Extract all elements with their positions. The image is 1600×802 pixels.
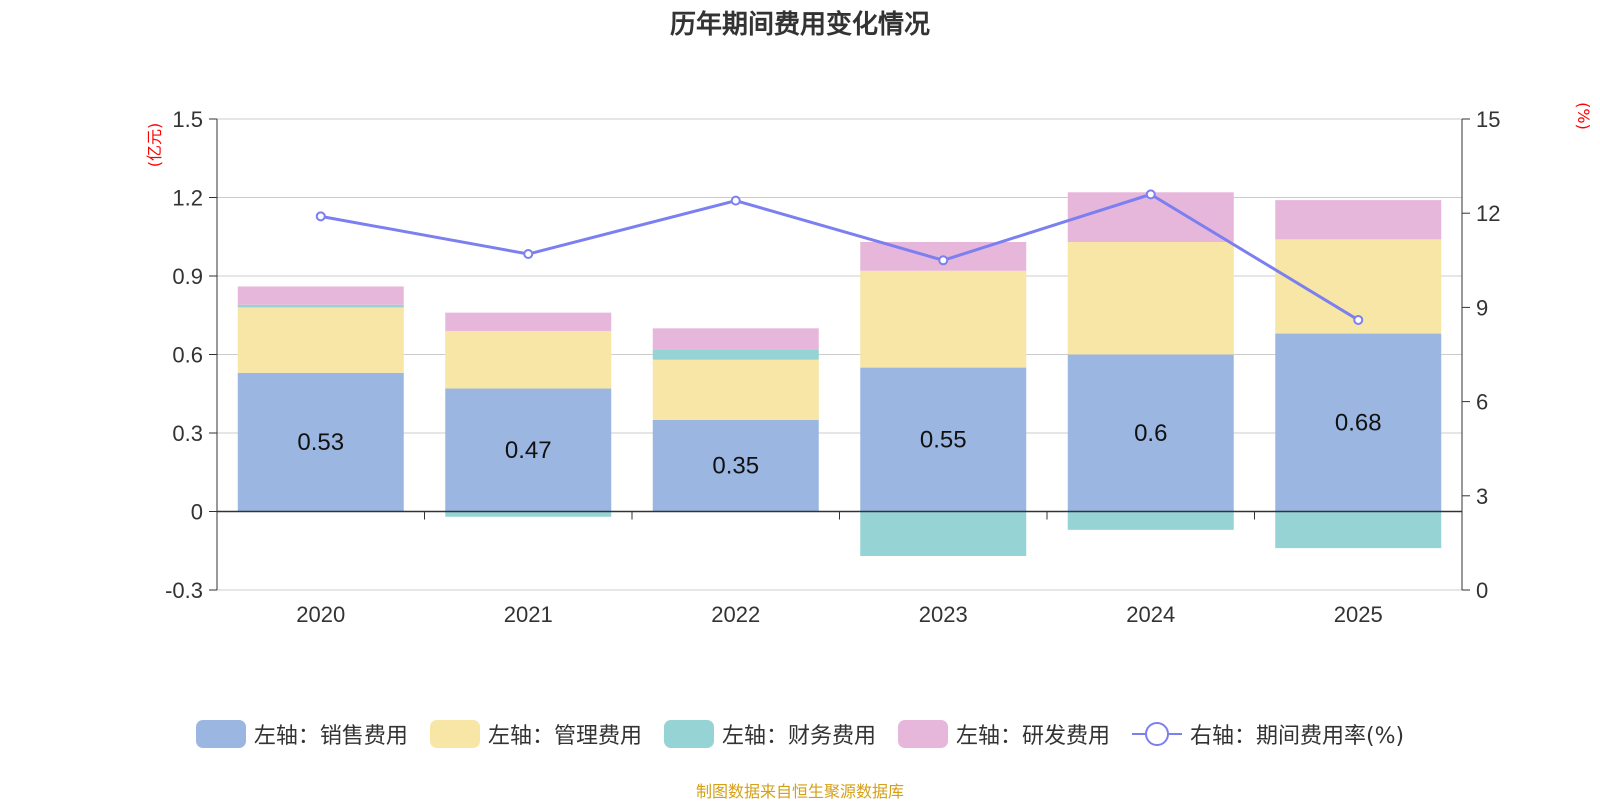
legend-label-finance: 左轴：财务费用 — [721, 724, 876, 749]
right-tick-label: 6 — [1476, 390, 1488, 415]
rate-point-2020 — [315, 211, 326, 222]
data-labels: 0.53 0.47 0.35 0.55 0.6 0.68 — [297, 410, 1381, 480]
bar-rd-2025 — [1275, 200, 1442, 240]
left-axis-unit: (亿元) — [145, 123, 164, 168]
bar-sales-2020 — [237, 372, 404, 512]
legend: 左轴：销售费用 左轴：管理费用 左轴：财务费用 左轴：研发费用 右轴：期间费用率… — [0, 718, 1600, 750]
bar-finance-2022 — [652, 349, 819, 360]
legend-item-rd[interactable]: 左轴：研发费用 — [897, 718, 1110, 750]
right-tick-label: 15 — [1476, 107, 1500, 132]
legend-label-sales: 左轴：销售费用 — [253, 724, 408, 749]
left-tick-label: 0 — [191, 500, 203, 525]
x-tick-label: 2024 — [1126, 602, 1175, 627]
bar-admin-2020 — [237, 307, 404, 373]
axes: -0.3 0 0.3 0.6 0.9 1.2 1.5 0 3 6 9 12 15 2020 2021 2022… — [145, 102, 1593, 627]
bar-admin-2024 — [1067, 241, 1234, 355]
left-tick-label: 0.3 — [172, 421, 203, 446]
rate-point-2025 — [1353, 314, 1364, 325]
source-note: 制图数据来自恒生聚源数据库 — [695, 782, 904, 801]
legend-label-admin: 左轴：管理费用 — [487, 724, 642, 749]
bar-finance-2024 — [1067, 511, 1234, 530]
rate-point-2023 — [938, 255, 949, 266]
x-tick-label: 2021 — [504, 602, 553, 627]
bar-sales-2023 — [860, 367, 1027, 512]
legend-swatch-admin — [429, 720, 480, 748]
bar-admin-2021 — [445, 330, 612, 389]
left-tick-label: 1.5 — [172, 107, 203, 132]
legend-swatch-finance — [663, 720, 714, 748]
left-tick-label: 1.2 — [172, 186, 203, 211]
x-tick-label: 2022 — [711, 602, 760, 627]
data-label-sales-2021: 0.47 — [505, 437, 552, 464]
bar-sales-2025 — [1275, 333, 1442, 512]
data-label-sales-2023: 0.55 — [920, 427, 967, 454]
right-tick-label: 3 — [1476, 484, 1488, 509]
data-label-sales-2020: 0.53 — [297, 429, 344, 456]
legend-swatch-rate — [1131, 720, 1182, 748]
legend-item-finance[interactable]: 左轴：财务费用 — [663, 718, 876, 750]
right-tick-label: 12 — [1476, 201, 1500, 226]
legend-item-rate[interactable]: 右轴：期间费用率(%) — [1131, 718, 1405, 750]
bar-sales-2022 — [652, 419, 819, 512]
left-tick-label: 0.6 — [172, 343, 203, 368]
bar-finance-2020 — [237, 304, 404, 308]
left-tick-label: 0.9 — [172, 264, 203, 289]
rate-line-path — [320, 192, 1360, 322]
bar-sales-2024 — [1067, 354, 1234, 512]
bar-rd-2020 — [237, 286, 404, 305]
bar-sales-2021 — [445, 388, 612, 512]
x-tick-label: 2020 — [296, 602, 345, 627]
rate-point-2024 — [1145, 189, 1156, 200]
bar-finance-2023 — [860, 511, 1027, 556]
bars — [237, 192, 1442, 556]
rate-point-2022 — [730, 195, 741, 206]
rate-point-2021 — [523, 249, 534, 260]
legend-item-admin[interactable]: 左轴：管理费用 — [429, 718, 642, 750]
data-label-sales-2022: 0.35 — [712, 453, 759, 480]
chart-canvas: -0.3 0 0.3 0.6 0.9 1.2 1.5 0 3 6 9 12 15 2020 2021 2022… — [145, 102, 1593, 627]
x-tick-label: 2025 — [1334, 602, 1383, 627]
x-tick-label: 2023 — [919, 602, 968, 627]
legend-label-rd: 左轴：研发费用 — [955, 724, 1110, 749]
chart-title: 历年期间费用变化情况 — [669, 10, 930, 40]
bar-admin-2022 — [652, 359, 819, 420]
bar-rd-2021 — [445, 312, 612, 331]
legend-item-sales[interactable]: 左轴：销售费用 — [195, 718, 408, 750]
rate-line — [315, 189, 1364, 325]
right-tick-label: 0 — [1476, 578, 1488, 603]
bar-finance-2025 — [1275, 511, 1442, 549]
right-tick-label: 9 — [1476, 295, 1488, 320]
data-label-sales-2024: 0.6 — [1134, 420, 1167, 447]
bar-rd-2022 — [652, 328, 819, 350]
bar-rd-2024 — [1067, 192, 1234, 242]
right-axis-unit: (%) — [1574, 102, 1593, 130]
legend-swatch-rd — [897, 720, 948, 748]
left-tick-label: -0.3 — [165, 578, 203, 603]
bar-finance-2021 — [445, 511, 612, 517]
legend-label-rate: 右轴：期间费用率(%) — [1189, 724, 1405, 749]
data-label-sales-2025: 0.68 — [1335, 410, 1382, 437]
legend-swatch-sales — [195, 720, 246, 748]
bar-admin-2023 — [860, 270, 1027, 368]
